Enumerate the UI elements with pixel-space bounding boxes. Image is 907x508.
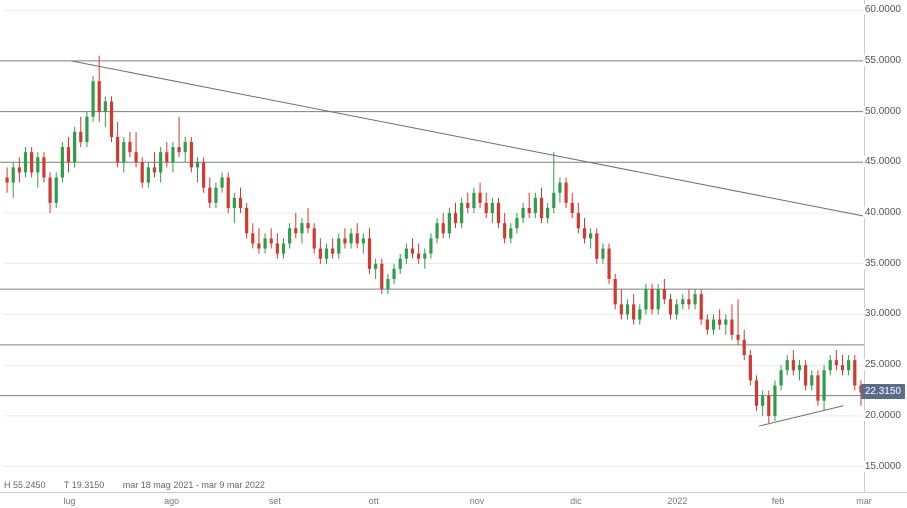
info-high: H 55.2450 xyxy=(4,480,54,490)
current-price-value: 22.3150 xyxy=(865,386,901,397)
y-axis-tick-label: 40.0000 xyxy=(863,207,903,218)
x-axis-tick-label: set xyxy=(269,496,281,506)
y-axis-tick-label: 30.0000 xyxy=(863,308,903,319)
y-axis-tick-label: 20.0000 xyxy=(863,410,903,421)
y-axis-tick-label: 50.0000 xyxy=(863,106,903,117)
y-axis-tick-label: 35.0000 xyxy=(863,258,903,269)
x-axis-tick-label: nov xyxy=(470,496,485,506)
x-axis-tick-label: mar xyxy=(856,496,872,506)
current-price-tag: 22.3150 xyxy=(861,384,905,399)
info-low: T 19.3150 xyxy=(64,480,112,490)
x-axis-tick-label: 2022 xyxy=(667,496,687,506)
x-axis-tick-label: feb xyxy=(772,496,785,506)
y-axis-tick-label: 60.0000 xyxy=(863,4,903,15)
y-axis-tick-label: 25.0000 xyxy=(863,359,903,370)
x-axis-tick-label: lug xyxy=(63,496,75,506)
y-axis-tick-label: 45.0000 xyxy=(863,156,903,167)
candlestick-chart[interactable]: 22.3150 H 55.2450 T 19.3150 mar 18 mag 2… xyxy=(0,0,907,508)
x-axis-tick-label: dic xyxy=(570,496,582,506)
info-range: mar 18 mag 2021 - mar 9 mar 2022 xyxy=(123,480,265,490)
y-axis-tick-label: 55.0000 xyxy=(863,55,903,66)
chart-info-bar: H 55.2450 T 19.3150 mar 18 mag 2021 - ma… xyxy=(4,480,273,490)
x-axis-line xyxy=(0,492,907,493)
x-axis-tick-label: ott xyxy=(369,496,379,506)
x-axis-tick-label: ago xyxy=(164,496,179,506)
chart-svg xyxy=(0,0,907,508)
y-axis-tick-label: 15.0000 xyxy=(863,461,903,472)
